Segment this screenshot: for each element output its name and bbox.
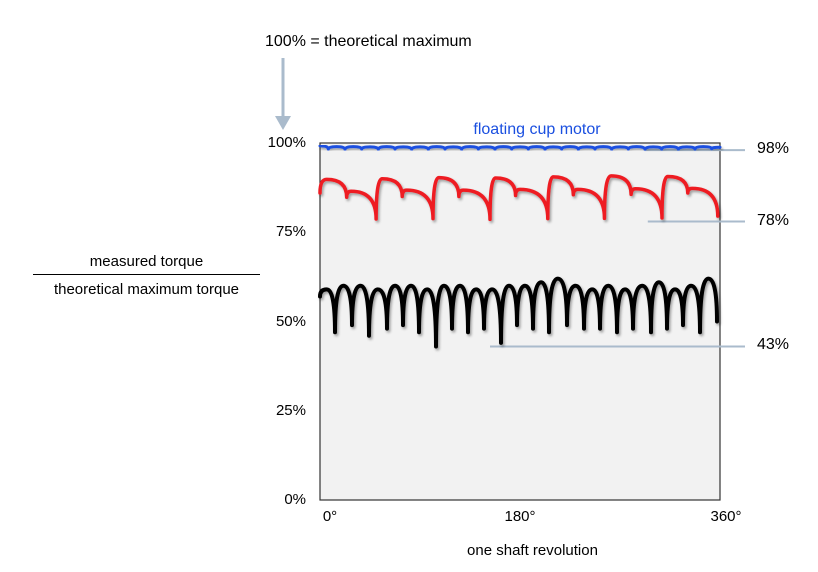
y-tick-label: 75% [275,223,306,241]
x-axis-label: one shaft revolution [467,542,598,559]
plot-area [319,142,721,501]
ylabel-denominator: theoretical maximum torque [53,281,240,298]
average-label: 78% [757,211,790,229]
ylabel-numerator: measured torque [89,253,204,270]
annotation-top: 100% = theoretical maximum [265,33,472,50]
fraction-line [33,274,260,275]
arrow-down-icon [275,116,291,130]
average-label: 98% [757,140,790,158]
floating-cup-motor-line [318,144,722,151]
x-tick-label: 180° [504,508,536,525]
average-label: 43% [757,336,790,354]
radial-piston-motor-line [318,276,719,349]
x-tick-label: 360° [710,508,742,525]
bent-axis-motor-line [318,174,720,222]
series-label: floating cup motor [473,121,601,138]
y-tick-label: 100% [267,134,306,151]
y-tick-label: 50% [275,312,306,330]
x-tick-label: 0° [322,508,338,525]
y-tick-label: 25% [275,401,306,419]
y-tick-label: 0% [284,491,306,508]
